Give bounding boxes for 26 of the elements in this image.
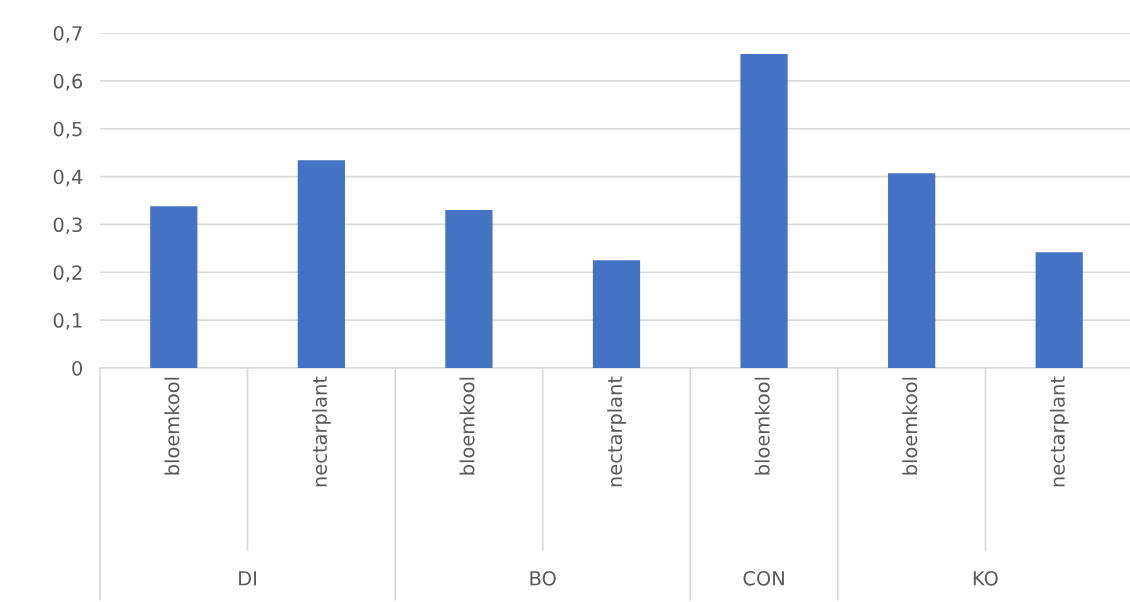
text: DI: [239, 571, 257, 586]
bar: [1035, 252, 1083, 368]
x-tick-label: bloemkool: [754, 377, 770, 475]
bar: [592, 260, 641, 368]
y-tick-label: 0,5: [53, 121, 82, 139]
text: KO: [973, 570, 998, 586]
bar: [888, 173, 936, 368]
y-tick-label: 0,7: [53, 25, 82, 43]
x-tick-label: nectarplant: [607, 376, 626, 487]
x-tick-label: bloemkool: [459, 377, 475, 475]
text: CON: [743, 570, 784, 586]
y-tick-label: 0,2: [53, 265, 82, 282]
bar: [297, 160, 345, 368]
y-tick-label: 0,1: [53, 313, 82, 330]
bar: [445, 210, 493, 368]
bar: [150, 206, 198, 368]
y-tick-label: 0,6: [53, 73, 83, 91]
x-tick-label: nectarplant: [1049, 376, 1069, 487]
y-tick-label: 0: [72, 360, 83, 376]
x-tick-label: nectarplant: [311, 376, 331, 487]
x-tick-label: bloemkool: [902, 377, 918, 475]
text: BO: [530, 570, 556, 586]
y-tick-label: 0,4: [53, 169, 83, 187]
x-tick-label: bloemkool: [164, 377, 180, 475]
y-tick-label: 0,3: [53, 217, 82, 235]
bar: [740, 54, 788, 368]
